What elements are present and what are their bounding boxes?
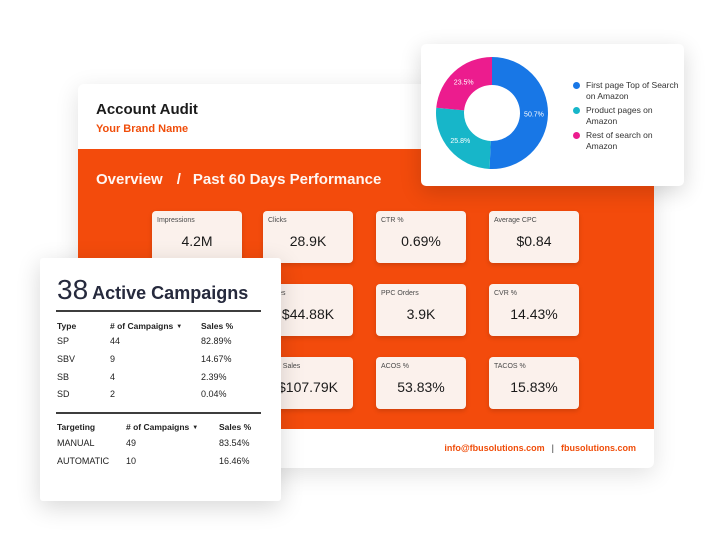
table-cell: 44 [110,336,121,346]
legend-label: First page Top of Search on Amazon [586,80,679,101]
campaigns-label: Active Campaigns [92,283,249,303]
type-column-header: Type [57,321,77,331]
table-cell: 9 [110,354,116,364]
campaigns-heading: 38 Active Campaigns [57,274,248,306]
metric-card-tacos: TACOS % 15.83% [489,357,579,409]
legend-dot-icon [573,107,580,114]
table-cell: 10 [126,456,137,466]
overview-heading: Overview / Past 60 Days Performance [96,171,381,188]
footer-links: info@fbusolutions.com | fbusolutions.com [444,443,636,453]
placement-donut-chart: 50.7% 25.8% 23.5% [436,57,548,169]
placement-donut-card: 50.7% 25.8% 23.5% First page Top of Search… [421,44,684,186]
period-label: Past 60 Days Performance [192,171,382,188]
metric-value: 53.83% [397,379,445,395]
table-cell: 0.04% [201,389,227,399]
active-campaigns-card: 38 Active Campaigns Type # of Campaigns ▼ … [40,258,281,501]
table-cell: 16.46% [219,456,250,466]
audit-title: Account Audit [96,101,198,118]
targeting-campaigns-column-label: # of Campaigns [126,422,190,432]
metric-label: CTR % [381,217,404,224]
targeting-campaigns-column-header[interactable]: # of Campaigns ▼ [126,422,198,432]
metric-card-average-cpc: Average CPC $0.84 [489,211,579,263]
legend-dot-icon [573,132,580,139]
campaigns-column-header[interactable]: # of Campaigns ▼ [110,321,182,331]
metric-label: Average CPC [494,217,537,224]
metric-label: CVR % [494,290,517,297]
metric-value: 15.83% [510,379,558,395]
divider [56,310,261,312]
metric-value: $107.79K [278,379,338,395]
overview-panel: Overview / Past 60 Days Performance Impres… [78,149,654,429]
table-cell: SD [57,389,70,399]
donut-segment-label: 50.7% [524,111,544,118]
table-cell: SB [57,372,70,382]
donut-legend: First page Top of Search on Amazon Produ… [573,80,683,155]
campaign-count: 38 [57,274,89,305]
brand-name: Your Brand Name [96,123,189,135]
overview-label: Overview [96,171,163,188]
metric-card-clicks: Clicks 28.9K [263,211,353,263]
table-cell: 83.54% [219,438,250,448]
metric-value: 3.9K [406,306,436,322]
metric-label: ACOS % [381,363,410,370]
email-link[interactable]: info@fbusolutions.com [444,443,545,453]
caret-down-icon: ▼ [176,324,183,330]
table-cell: 14.67% [201,354,232,364]
legend-label: Product pages on Amazon [586,105,653,126]
targeting-sales-column-header: Sales % [219,422,252,432]
sales-column-header: Sales % [201,321,234,331]
metric-label: Clicks [268,217,287,224]
metric-value: 28.9K [289,233,327,249]
metric-card-ctr: CTR % 0.69% [376,211,466,263]
legend-label: Rest of search on Amazon [586,130,653,151]
metric-value: 4.2M [181,233,213,249]
table-cell: SP [57,336,70,346]
table-cell: 4 [110,372,116,382]
metric-label: Impressions [157,217,195,224]
table-cell: MANUAL [57,438,95,448]
campaigns-column-label: # of Campaigns [110,321,174,331]
targeting-column-header: Targeting [57,422,96,432]
metric-label: TACOS % [494,363,526,370]
metric-label: anic Sales [268,363,301,370]
legend-item-top-of-search: First page Top of Search on Amazon [573,80,683,101]
table-cell: SBV [57,354,76,364]
metric-card-cvr: CVR % 14.43% [489,284,579,336]
metric-card-impressions: Impressions 4.2M [152,211,242,263]
donut-segment-label: 23.5% [454,79,474,86]
metric-card-ppc-orders: PPC Orders 3.9K [376,284,466,336]
donut-segment [436,107,491,169]
metric-value: 14.43% [510,306,558,322]
table-cell: 2 [110,389,116,399]
metric-value: $44.88K [281,306,335,322]
table-cell: 49 [126,438,137,448]
legend-item-rest-of-search: Rest of search on Amazon [573,130,683,151]
legend-item-product-pages: Product pages on Amazon [573,105,683,126]
donut-segment [489,57,548,169]
donut-segment [436,57,492,111]
legend-dot-icon [573,82,580,89]
table-cell: 2.39% [201,372,227,382]
metric-value: 0.69% [401,233,441,249]
metric-card-acos: ACOS % 53.83% [376,357,466,409]
divider [56,412,261,414]
table-cell: 82.89% [201,336,232,346]
metric-label: PPC Orders [381,290,419,297]
metric-value: $0.84 [516,233,552,249]
donut-segment-label: 25.8% [450,138,470,145]
footer-divider: | [551,443,554,453]
table-cell: AUTOMATIC [57,456,110,466]
caret-down-icon: ▼ [192,425,199,431]
website-link[interactable]: fbusolutions.com [561,443,636,453]
overview-separator: / [176,171,181,188]
